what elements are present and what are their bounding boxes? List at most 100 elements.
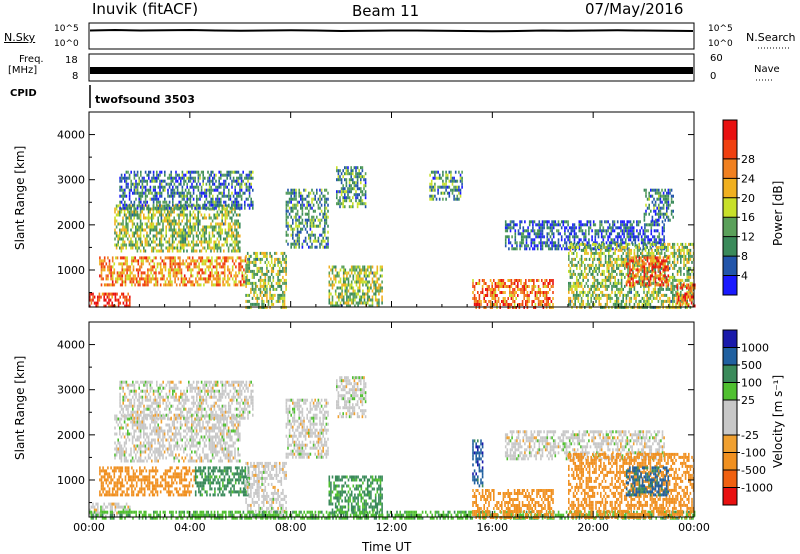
data-cell-1 — [195, 280, 197, 284]
data-cell-11 — [603, 263, 605, 267]
data-cell-5 — [317, 224, 320, 228]
data-cell-3 — [173, 206, 176, 210]
data-cell-11 — [569, 245, 572, 249]
data-cell-4 — [251, 272, 254, 276]
data-cell-10 — [650, 229, 653, 233]
data-cell-1 — [134, 256, 136, 260]
data-cell-11 — [592, 269, 594, 273]
data-cell-4 — [261, 299, 263, 303]
data-cell-1 — [177, 262, 180, 266]
data-cell-11 — [568, 284, 570, 288]
data-cell-11 — [649, 242, 652, 246]
data-cell-6 — [381, 268, 383, 272]
data-cell-11 — [604, 278, 607, 282]
data-cell-3 — [135, 185, 137, 189]
data-cell-10 — [663, 241, 665, 245]
data-cell-3 — [184, 203, 187, 207]
data-cell-3 — [122, 194, 124, 198]
data-cell-4 — [283, 302, 286, 306]
data-cell-9 — [486, 303, 489, 306]
data-cell-3 — [119, 185, 121, 189]
data-cell-10 — [570, 229, 573, 233]
data-cell-10 — [538, 235, 541, 239]
data-cell-11 — [611, 260, 613, 264]
data-cell-3 — [164, 188, 166, 192]
data-cell-2 — [199, 240, 201, 244]
data-cell-8 — [434, 188, 436, 192]
data-cell-3 — [175, 203, 177, 207]
data-cell-1 — [155, 256, 157, 260]
data-cell-6 — [342, 274, 345, 278]
data-cell-11 — [672, 260, 674, 264]
data-cell-1 — [140, 277, 143, 281]
data-cell-1 — [140, 262, 143, 266]
data-cell-3 — [224, 182, 227, 186]
data-cell-3 — [136, 185, 139, 189]
data-cell-11 — [686, 275, 688, 279]
data-cell-2 — [227, 231, 230, 235]
data-cell-6 — [381, 289, 383, 293]
data-cell-10 — [536, 229, 539, 233]
data-cell-11 — [683, 254, 685, 258]
data-cell-11 — [596, 281, 599, 285]
data-cell-2 — [197, 237, 199, 241]
data-cell-2 — [178, 249, 180, 253]
data-cell-10 — [527, 232, 529, 236]
data-cell-2 — [235, 249, 238, 253]
data-cell-8 — [445, 179, 447, 183]
data-cell-10 — [540, 238, 542, 242]
data-cell-1 — [207, 259, 210, 263]
data-cell-2 — [160, 240, 163, 244]
data-cell-3 — [165, 200, 168, 204]
data-cell-5 — [303, 197, 305, 201]
data-cell-3 — [120, 173, 123, 177]
data-cell-1 — [223, 268, 226, 272]
data-cell-1 — [139, 277, 141, 281]
data-cell-7 — [356, 205, 359, 209]
data-cell-11 — [598, 287, 600, 291]
data-cell-4 — [259, 278, 262, 282]
data-cell-9 — [534, 294, 537, 297]
data-cell-9 — [531, 285, 533, 288]
data-cell-9 — [539, 291, 541, 294]
data-cell-4 — [280, 263, 283, 267]
data-cell-2 — [139, 228, 142, 232]
data-cell-4 — [275, 299, 278, 303]
data-cell-3 — [245, 188, 248, 192]
data-cell-2 — [139, 231, 142, 235]
data-cell-1 — [190, 280, 192, 284]
data-cell-1 — [100, 262, 103, 266]
data-cell-11 — [686, 248, 688, 252]
data-cell-2 — [181, 231, 183, 235]
data-cell-2 — [141, 210, 143, 214]
data-cell-11 — [614, 257, 616, 261]
data-cell-2 — [213, 243, 215, 247]
data-cell-6 — [357, 301, 359, 305]
data-cell-11 — [678, 245, 680, 249]
data-cell-6 — [379, 265, 382, 269]
data-cell-4 — [285, 260, 287, 264]
data-cell-2 — [146, 204, 148, 208]
data-cell-9 — [539, 300, 541, 303]
data-cell-11 — [619, 290, 621, 294]
data-cell-3 — [236, 170, 238, 174]
data-cell-1 — [231, 259, 234, 263]
data-cell-4 — [259, 290, 262, 294]
data-cell-2 — [231, 234, 233, 238]
data-cell-3 — [212, 203, 214, 207]
data-cell-7 — [356, 181, 359, 185]
data-cell-3 — [133, 173, 136, 177]
data-cell-3 — [160, 170, 163, 174]
data-cell-11 — [630, 287, 632, 291]
data-cell-1 — [155, 280, 157, 284]
data-cell-3 — [172, 194, 174, 198]
data-cell-9 — [520, 291, 522, 294]
data-cell-6 — [342, 298, 345, 302]
data-cell-10 — [650, 226, 653, 230]
data-cell-11 — [657, 248, 660, 252]
data-cell-9 — [513, 303, 516, 306]
data-cell-11 — [576, 281, 578, 285]
data-cell-11 — [598, 260, 600, 264]
data-cell-11 — [579, 284, 581, 288]
data-cell-6 — [378, 292, 380, 296]
